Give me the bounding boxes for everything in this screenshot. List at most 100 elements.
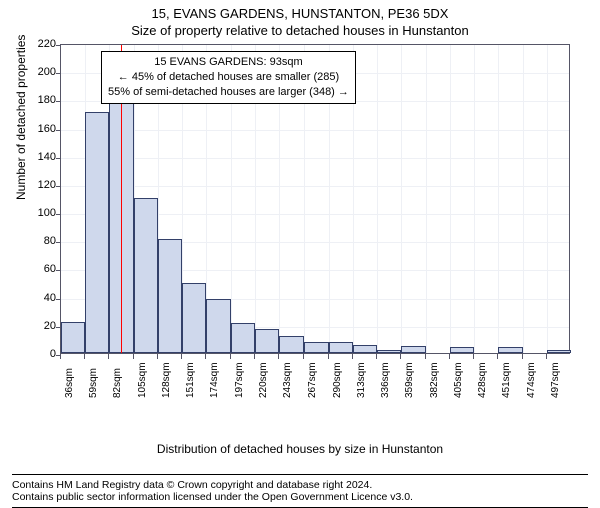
xtick-mark [108, 354, 109, 359]
ytick-label: 0 [26, 348, 56, 360]
xtick-mark [254, 354, 255, 359]
ytick-label: 140 [26, 151, 56, 163]
xtick-mark [376, 354, 377, 359]
vgrid-line [474, 45, 475, 353]
histogram-bar [61, 322, 85, 353]
histogram-bar [498, 347, 522, 353]
xtick-mark [181, 354, 182, 359]
histogram-bar [329, 342, 353, 353]
xtick-mark [497, 354, 498, 359]
xtick-mark [473, 354, 474, 359]
xtick-mark [157, 354, 158, 359]
ytick-mark [56, 45, 61, 46]
ytick-label: 80 [26, 235, 56, 247]
vgrid-line [523, 45, 524, 353]
ytick-mark [56, 299, 61, 300]
xtick-label: 313sqm [356, 362, 367, 398]
annotation-line: 55% of semi-detached houses are larger (… [108, 85, 349, 100]
annotation-box: 15 EVANS GARDENS: 93sqm← 45% of detached… [101, 51, 356, 104]
histogram-bar [304, 342, 328, 353]
vgrid-line [377, 45, 378, 353]
annotation-line: ← 45% of detached houses are smaller (28… [108, 70, 349, 85]
ytick-mark [56, 214, 61, 215]
xtick-mark [205, 354, 206, 359]
hgrid-line [61, 130, 569, 131]
xtick-label: 405sqm [453, 362, 464, 398]
xtick-mark [546, 354, 547, 359]
xtick-mark [425, 354, 426, 359]
xtick-mark [278, 354, 279, 359]
ytick-mark [56, 73, 61, 74]
histogram-bar [231, 323, 255, 353]
histogram-bar [182, 283, 206, 353]
histogram-bar [377, 350, 401, 353]
chart-container: 15 EVANS GARDENS: 93sqm← 45% of detached… [60, 44, 570, 396]
xtick-mark [328, 354, 329, 359]
ytick-mark [56, 101, 61, 102]
ytick-label: 40 [26, 292, 56, 304]
xtick-mark [230, 354, 231, 359]
xtick-label: 290sqm [332, 362, 343, 398]
vgrid-line [498, 45, 499, 353]
xtick-label: 336sqm [380, 362, 391, 398]
ytick-mark [56, 186, 61, 187]
page-title: 15, EVANS GARDENS, HUNSTANTON, PE36 5DX [0, 6, 600, 21]
footer-attribution: Contains HM Land Registry data © Crown c… [12, 474, 588, 508]
ytick-label: 200 [26, 66, 56, 78]
vgrid-line [401, 45, 402, 353]
xtick-label: 197sqm [234, 362, 245, 398]
ytick-label: 100 [26, 207, 56, 219]
histogram-bar [279, 336, 304, 353]
histogram-bar [85, 112, 109, 353]
vgrid-line [547, 45, 548, 353]
ytick-mark [56, 270, 61, 271]
xtick-mark [522, 354, 523, 359]
xtick-mark [60, 354, 61, 359]
histogram-bar [401, 346, 425, 353]
xtick-mark [400, 354, 401, 359]
ytick-mark [56, 130, 61, 131]
y-axis-label: Number of detached properties [14, 35, 28, 200]
annotation-line: 15 EVANS GARDENS: 93sqm [108, 55, 349, 70]
xtick-mark [449, 354, 450, 359]
histogram-bar [547, 350, 571, 353]
xtick-label: 474sqm [526, 362, 537, 398]
histogram-bar [158, 239, 182, 353]
xtick-mark [133, 354, 134, 359]
xtick-mark [352, 354, 353, 359]
histogram-bar [206, 299, 230, 353]
ytick-label: 220 [26, 38, 56, 50]
xtick-label: 128sqm [161, 362, 172, 398]
page-subtitle: Size of property relative to detached ho… [0, 23, 600, 38]
xtick-label: 151sqm [185, 362, 196, 398]
x-axis-label: Distribution of detached houses by size … [0, 442, 600, 456]
xtick-mark [303, 354, 304, 359]
ytick-label: 60 [26, 263, 56, 275]
plot-area: 15 EVANS GARDENS: 93sqm← 45% of detached… [60, 44, 570, 354]
ytick-label: 120 [26, 179, 56, 191]
xtick-label: 428sqm [477, 362, 488, 398]
vgrid-line [450, 45, 451, 353]
xtick-label: 382sqm [429, 362, 440, 398]
xtick-label: 174sqm [209, 362, 220, 398]
ytick-label: 160 [26, 123, 56, 135]
xtick-label: 359sqm [404, 362, 415, 398]
vgrid-line [426, 45, 427, 353]
footer-line-1: Contains HM Land Registry data © Crown c… [12, 479, 588, 491]
xtick-label: 36sqm [64, 368, 75, 398]
ytick-mark [56, 158, 61, 159]
histogram-bar [353, 345, 377, 353]
xtick-label: 267sqm [307, 362, 318, 398]
histogram-bar [134, 198, 158, 353]
xtick-label: 220sqm [258, 362, 269, 398]
ytick-mark [56, 242, 61, 243]
hgrid-line [61, 158, 569, 159]
xtick-label: 82sqm [112, 368, 123, 398]
xtick-label: 451sqm [501, 362, 512, 398]
xtick-label: 497sqm [550, 362, 561, 398]
histogram-bar [255, 329, 279, 353]
hgrid-line [61, 186, 569, 187]
footer-line-2: Contains public sector information licen… [12, 491, 588, 503]
xtick-mark [84, 354, 85, 359]
xtick-label: 243sqm [282, 362, 293, 398]
